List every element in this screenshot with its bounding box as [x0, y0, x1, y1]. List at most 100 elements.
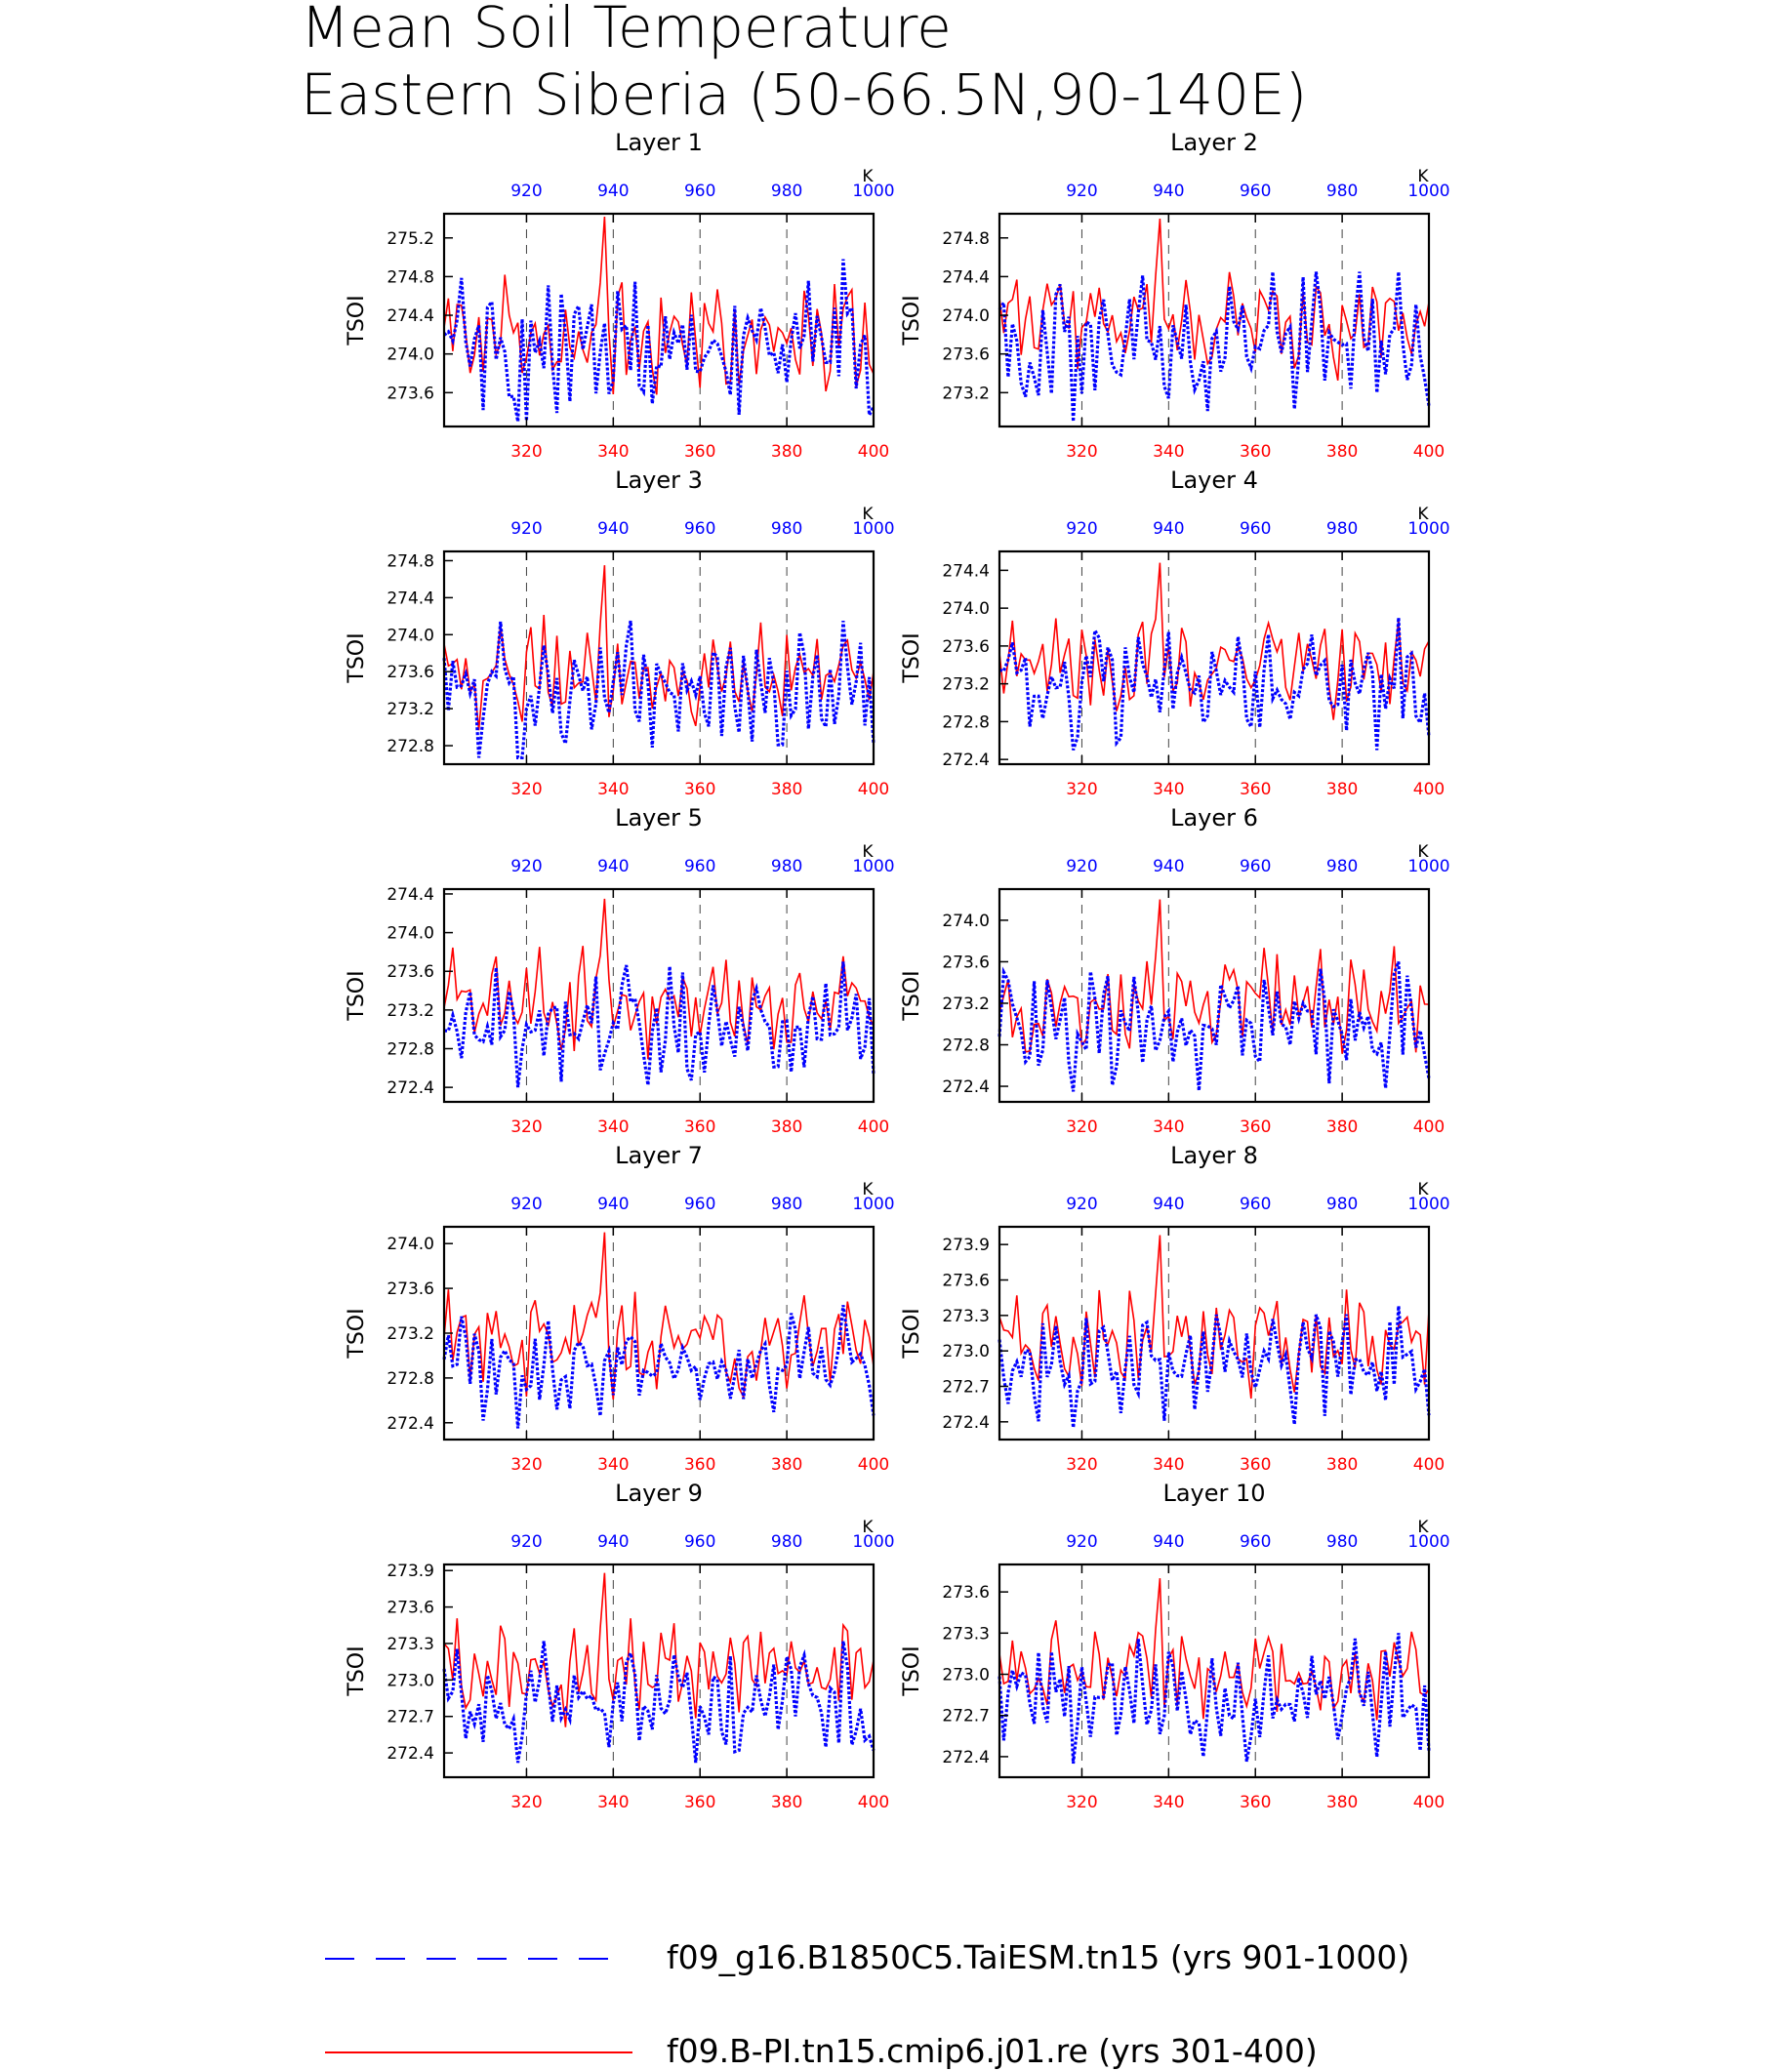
y-axis-label: TSOI — [345, 1645, 369, 1696]
series-red-line — [443, 898, 875, 1060]
y-tick-label: 273.6 — [942, 637, 990, 657]
top-tick-label: 920 — [1066, 857, 1097, 876]
bottom-tick-label: 380 — [1326, 780, 1358, 799]
bottom-tick-label: 320 — [510, 780, 542, 799]
series-red-line — [443, 1572, 875, 1727]
legend: f09_g16.B1850C5.TaiESM.tn15 (yrs 901-100… — [325, 1938, 1409, 2070]
series-red-line — [443, 1232, 875, 1401]
y-tick-label: 272.4 — [942, 1748, 990, 1767]
top-tick-label: 940 — [1153, 182, 1184, 201]
bottom-tick-label: 360 — [1240, 442, 1271, 462]
bottom-tick-label: 320 — [510, 1117, 542, 1137]
bottom-tick-label: 320 — [1066, 1793, 1097, 1812]
bottom-tick-label: 400 — [858, 442, 889, 462]
y-tick-label: 272.7 — [942, 1378, 990, 1398]
bottom-tick-label: 380 — [771, 1455, 802, 1475]
series-blue-line — [998, 1633, 1431, 1765]
legend-label-red: f09.B-PI.tn15.cmip6.j01.re (yrs 301-400) — [667, 2032, 1318, 2070]
y-tick-label: 273.2 — [942, 675, 990, 695]
y-tick-label: 273.6 — [942, 1272, 990, 1291]
y-tick-label: 272.8 — [387, 1040, 434, 1060]
top-tick-label: 1000 — [1407, 519, 1449, 539]
bottom-tick-label: 380 — [771, 1793, 802, 1812]
y-tick-label: 272.8 — [942, 712, 990, 732]
top-tick-label: 960 — [1240, 519, 1271, 539]
y-tick-label: 273.6 — [387, 663, 434, 682]
top-tick-label: 1000 — [1407, 1195, 1449, 1214]
y-tick-label: 274.4 — [387, 306, 434, 326]
top-axis-unit: K — [1417, 167, 1429, 186]
top-tick-label: 1000 — [852, 182, 894, 201]
top-tick-label: 980 — [1326, 519, 1358, 539]
panel-frame — [442, 549, 876, 766]
series-blue-line — [998, 960, 1431, 1092]
y-tick-label: 273.2 — [387, 1324, 434, 1344]
y-tick-label: 273.6 — [942, 1583, 990, 1603]
y-tick-label: 273.2 — [942, 384, 990, 403]
y-tick-label: 272.8 — [387, 1369, 434, 1389]
y-tick-label: 274.4 — [942, 561, 990, 581]
bottom-tick-label: 400 — [1413, 442, 1445, 462]
y-tick-label: 274.0 — [942, 599, 990, 619]
bottom-tick-label: 400 — [1413, 780, 1445, 799]
y-tick-label: 273.0 — [942, 1342, 990, 1361]
panel-title: Layer 7 — [615, 1142, 703, 1169]
top-tick-label: 1000 — [852, 1532, 894, 1552]
top-tick-label: 960 — [684, 1195, 715, 1214]
top-tick-label: 940 — [597, 182, 629, 201]
y-tick-label: 273.0 — [942, 1666, 990, 1685]
bottom-tick-label: 320 — [1066, 1455, 1097, 1475]
series-blue-line — [444, 961, 876, 1088]
bottom-tick-label: 360 — [1240, 1793, 1271, 1812]
top-tick-label: 980 — [771, 1532, 802, 1552]
y-tick-label: 273.0 — [387, 1671, 434, 1690]
y-tick-label: 273.3 — [387, 1635, 434, 1654]
top-tick-label: 960 — [1240, 1532, 1271, 1552]
y-tick-label: 272.4 — [942, 1077, 990, 1097]
bottom-tick-label: 360 — [684, 1793, 715, 1812]
figure-title-line1: Mean Soil Temperature — [301, 0, 952, 61]
top-axis-unit: K — [862, 505, 874, 524]
y-axis-label: TSOI — [345, 632, 369, 683]
bottom-tick-label: 400 — [858, 1117, 889, 1137]
top-tick-label: 960 — [684, 182, 715, 201]
top-tick-label: 980 — [1326, 857, 1358, 876]
bottom-tick-label: 320 — [510, 1455, 542, 1475]
series-red-line — [998, 562, 1430, 720]
panel-frame — [998, 549, 1431, 766]
top-tick-label: 960 — [684, 519, 715, 539]
panel-title: Layer 4 — [1170, 467, 1258, 494]
series-red-line — [998, 1235, 1430, 1400]
top-tick-label: 960 — [684, 1532, 715, 1552]
series-blue-line — [998, 1305, 1431, 1429]
y-tick-label: 274.8 — [942, 229, 990, 249]
panel-frame — [442, 887, 876, 1104]
bottom-tick-label: 400 — [1413, 1117, 1445, 1137]
y-tick-label: 272.8 — [942, 1036, 990, 1056]
panel-title: Layer 2 — [1170, 129, 1258, 156]
bottom-tick-label: 320 — [1066, 442, 1097, 462]
top-axis-unit: K — [862, 1518, 874, 1537]
y-tick-label: 274.4 — [387, 589, 434, 608]
y-tick-label: 272.4 — [942, 751, 990, 770]
bottom-tick-label: 360 — [1240, 780, 1271, 799]
y-tick-label: 274.0 — [387, 345, 434, 365]
bottom-tick-label: 360 — [684, 780, 715, 799]
y-tick-label: 273.6 — [942, 953, 990, 972]
y-tick-label: 273.6 — [387, 384, 434, 403]
panel-title: Layer 8 — [1170, 1142, 1258, 1169]
top-axis-unit: K — [862, 167, 874, 186]
y-tick-label: 274.0 — [942, 912, 990, 931]
panel-title: Layer 6 — [1170, 804, 1258, 832]
bottom-tick-label: 340 — [597, 1455, 629, 1475]
y-axis-label: TSOI — [345, 295, 369, 345]
top-tick-label: 940 — [1153, 857, 1184, 876]
bottom-tick-label: 320 — [1066, 1117, 1097, 1137]
top-axis-unit: K — [1417, 1518, 1429, 1537]
panel-frame — [998, 1563, 1431, 1779]
